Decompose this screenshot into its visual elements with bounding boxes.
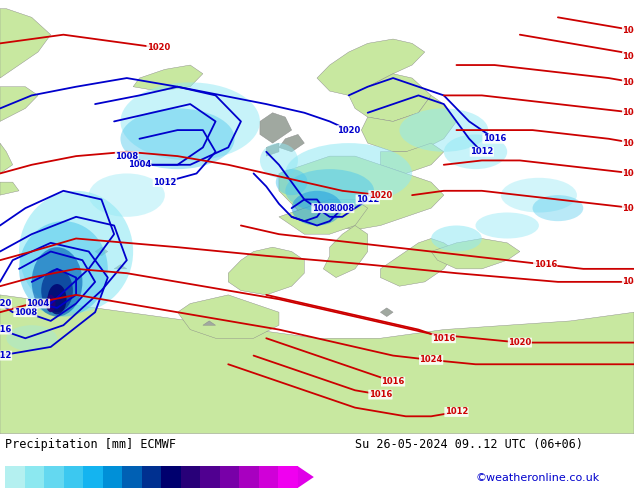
Text: 1016: 1016 xyxy=(432,334,455,343)
Polygon shape xyxy=(431,239,520,269)
Bar xyxy=(240,466,259,488)
Text: 1020: 1020 xyxy=(369,191,392,199)
Ellipse shape xyxy=(285,143,412,204)
Bar xyxy=(161,466,181,488)
Text: 1016: 1016 xyxy=(0,325,11,334)
Ellipse shape xyxy=(19,191,133,312)
Polygon shape xyxy=(317,39,425,96)
Bar xyxy=(181,466,200,488)
Polygon shape xyxy=(298,466,314,488)
Polygon shape xyxy=(349,74,431,122)
Text: 1020: 1020 xyxy=(623,108,634,117)
Polygon shape xyxy=(0,182,19,195)
Polygon shape xyxy=(0,87,38,122)
Polygon shape xyxy=(178,295,279,338)
Text: 1008: 1008 xyxy=(115,151,138,161)
Ellipse shape xyxy=(41,269,73,312)
Text: 1012: 1012 xyxy=(445,408,468,416)
Text: 1016: 1016 xyxy=(483,134,506,143)
Bar xyxy=(142,466,161,488)
Text: Precipitation [mm] ECMWF: Precipitation [mm] ECMWF xyxy=(5,438,176,451)
Bar xyxy=(278,466,298,488)
Polygon shape xyxy=(0,9,51,78)
Text: 1020: 1020 xyxy=(508,338,531,347)
Ellipse shape xyxy=(89,173,165,217)
Ellipse shape xyxy=(399,108,488,152)
Polygon shape xyxy=(133,65,203,91)
Polygon shape xyxy=(114,265,127,269)
Text: 1024: 1024 xyxy=(623,139,634,147)
Polygon shape xyxy=(279,199,368,234)
Polygon shape xyxy=(323,225,368,277)
Bar xyxy=(200,466,220,488)
Text: 1016: 1016 xyxy=(382,377,404,386)
Bar xyxy=(5,466,25,488)
Bar xyxy=(259,466,278,488)
Ellipse shape xyxy=(501,178,577,213)
Ellipse shape xyxy=(533,195,583,221)
Text: 1016: 1016 xyxy=(623,277,634,286)
Text: 1020: 1020 xyxy=(337,125,360,135)
Text: 1020: 1020 xyxy=(0,299,11,308)
Text: 1012: 1012 xyxy=(356,195,379,204)
Text: 1008: 1008 xyxy=(14,308,37,317)
Polygon shape xyxy=(380,308,393,317)
Text: 1008: 1008 xyxy=(312,204,335,213)
Ellipse shape xyxy=(276,169,307,195)
Ellipse shape xyxy=(476,213,539,239)
Polygon shape xyxy=(279,156,444,230)
Ellipse shape xyxy=(285,169,374,213)
Polygon shape xyxy=(228,247,304,295)
Ellipse shape xyxy=(32,247,82,317)
Ellipse shape xyxy=(444,134,507,169)
Polygon shape xyxy=(266,143,279,156)
Text: 1012: 1012 xyxy=(0,351,11,360)
Polygon shape xyxy=(380,143,444,173)
Bar xyxy=(83,466,103,488)
Ellipse shape xyxy=(48,284,67,315)
Polygon shape xyxy=(0,295,634,434)
Bar xyxy=(103,466,122,488)
Bar xyxy=(63,466,83,488)
Text: 1016: 1016 xyxy=(534,260,557,269)
Polygon shape xyxy=(279,134,304,152)
Ellipse shape xyxy=(6,325,57,351)
Polygon shape xyxy=(203,321,216,325)
Text: 1020: 1020 xyxy=(147,43,170,52)
Bar xyxy=(44,466,63,488)
Text: Su 26-05-2024 09..12 UTC (06+06): Su 26-05-2024 09..12 UTC (06+06) xyxy=(355,438,583,451)
Polygon shape xyxy=(95,247,108,256)
Bar xyxy=(122,466,142,488)
Ellipse shape xyxy=(292,191,342,225)
Text: ©weatheronline.co.uk: ©weatheronline.co.uk xyxy=(476,472,600,483)
Ellipse shape xyxy=(46,295,56,312)
Ellipse shape xyxy=(120,82,260,160)
Ellipse shape xyxy=(431,225,482,251)
Polygon shape xyxy=(361,96,456,152)
Text: 1012: 1012 xyxy=(153,178,176,187)
Text: 1024: 1024 xyxy=(623,204,634,213)
Ellipse shape xyxy=(260,143,298,178)
Ellipse shape xyxy=(19,221,108,317)
Text: 1020: 1020 xyxy=(623,26,634,35)
Text: 1028: 1028 xyxy=(623,169,634,178)
Text: 1016: 1016 xyxy=(623,78,634,87)
Text: 1024: 1024 xyxy=(420,355,443,365)
Bar xyxy=(220,466,240,488)
Text: 1004: 1004 xyxy=(128,160,151,169)
Polygon shape xyxy=(380,239,456,286)
Text: 1004: 1004 xyxy=(27,299,49,308)
Polygon shape xyxy=(0,143,13,173)
Text: 1012: 1012 xyxy=(470,147,493,156)
Ellipse shape xyxy=(120,108,235,169)
Polygon shape xyxy=(260,113,292,143)
Text: 1016: 1016 xyxy=(369,390,392,399)
Text: 1008: 1008 xyxy=(331,204,354,213)
Bar xyxy=(25,466,44,488)
Text: 1008: 1008 xyxy=(623,52,634,61)
